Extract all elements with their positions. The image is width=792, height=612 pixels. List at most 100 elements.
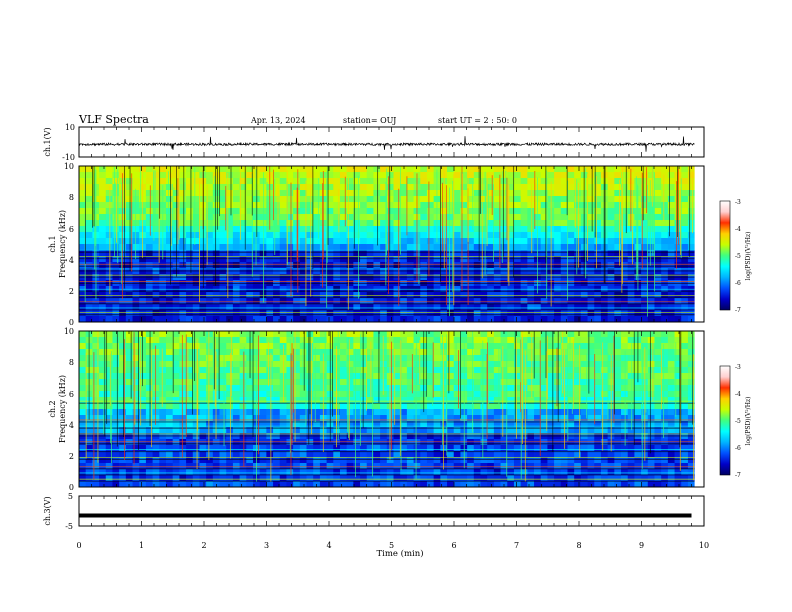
spectrogram-cell — [105, 367, 113, 374]
spectrogram-cell — [232, 415, 240, 422]
spectrogram-cell — [112, 421, 120, 428]
spectrogram-cell — [413, 331, 421, 338]
spectrogram-cell — [373, 451, 381, 458]
spectrogram-cell — [266, 463, 274, 470]
spectrogram-cell — [192, 256, 200, 263]
spectrogram-cell — [286, 256, 294, 263]
spectrogram-cell — [634, 316, 642, 323]
spectrogram-cell — [373, 250, 381, 257]
spectrogram-cell — [366, 208, 374, 215]
spectrogram-cell — [232, 385, 240, 392]
spectrogram-cell — [513, 196, 522, 203]
spectrogram-cell — [487, 409, 495, 416]
spectrogram-cell — [313, 409, 321, 416]
spectrogram-cell — [99, 244, 107, 251]
spectrogram-cell — [179, 379, 187, 386]
spectrogram-cell — [326, 232, 334, 239]
spectrogram-cell — [426, 457, 435, 464]
spectrogram-cell — [366, 367, 374, 374]
spectrogram-cell — [346, 220, 354, 227]
spectrogram-cell — [453, 196, 461, 203]
spectrogram-cell — [293, 355, 301, 362]
spectrogram-cell — [687, 226, 696, 233]
spectrogram-cell — [654, 256, 662, 263]
spectrogram-cell — [92, 475, 100, 482]
spectrogram-cell — [627, 421, 635, 428]
spectrogram-cell — [513, 250, 522, 257]
spectrogram-cell — [574, 367, 582, 374]
spectrogram-cell — [373, 226, 381, 233]
spectrogram-cell — [406, 349, 414, 356]
spectrogram-cell — [567, 178, 575, 185]
spectrogram-cell — [520, 385, 528, 392]
spectrogram-cell — [232, 367, 240, 374]
spectrogram-cell — [507, 451, 515, 458]
spectrogram-cell — [687, 310, 696, 317]
spectrogram-cell — [554, 172, 562, 179]
spectrogram-cell — [580, 385, 588, 392]
spectrogram-cell — [627, 463, 635, 470]
spectrogram-cell — [145, 331, 154, 338]
spectrogram-cell — [132, 427, 140, 434]
spectrogram-cell — [259, 445, 267, 452]
spectrogram-cell — [587, 439, 595, 446]
spectrogram-cell — [152, 361, 160, 368]
spectrogram-cell — [246, 463, 254, 470]
spectrogram-cell — [520, 226, 528, 233]
spectrogram-cell — [259, 220, 267, 227]
spectrogram-cell — [587, 403, 595, 410]
spectrogram-cell — [440, 475, 448, 482]
spectrogram-cell — [226, 337, 234, 344]
spectrogram-cell — [152, 451, 160, 458]
ch1-cbar-tick-m5: -5 — [735, 253, 741, 260]
spectrogram-cell — [373, 244, 381, 251]
spectrogram-cell — [132, 349, 140, 356]
spectrogram-cell — [306, 427, 314, 434]
spectrogram-cell — [192, 439, 200, 446]
spectrogram-cell — [587, 226, 595, 233]
spectrogram-cell — [85, 190, 93, 197]
spectrogram-cell — [473, 304, 481, 311]
spectrogram-cell — [313, 397, 321, 404]
spectrogram-cell — [145, 397, 154, 404]
spectrogram-cell — [366, 331, 374, 338]
spectrogram-cell — [574, 343, 582, 350]
spectrogram-cell — [614, 343, 622, 350]
spectrogram-cell — [172, 439, 180, 446]
spectrogram-cell — [132, 262, 140, 269]
spectrogram-cell — [487, 403, 495, 410]
spectrogram-cell — [507, 409, 515, 416]
spectrogram-cell — [647, 166, 655, 173]
spectrogram-cell — [79, 226, 87, 233]
spectrogram-cell — [507, 310, 515, 317]
spectrogram-cell — [319, 475, 327, 482]
spectrogram-cell — [139, 481, 147, 488]
spectrogram-cell — [500, 343, 508, 350]
spectrogram-cell — [366, 379, 374, 386]
spectrogram-cell — [500, 475, 508, 482]
spectrogram-cell — [667, 298, 675, 305]
spectrogram-cell — [661, 232, 669, 239]
spectrogram-cell — [681, 178, 689, 185]
spectrogram-cell — [400, 373, 408, 380]
spectrogram-cell — [239, 421, 247, 428]
spectrogram-cell — [574, 316, 582, 323]
spectrogram-cell — [513, 262, 522, 269]
spectrogram-cell — [560, 310, 568, 317]
spectrogram-cell — [199, 397, 207, 404]
spectrogram-cell — [145, 238, 154, 245]
spectrogram-cell — [85, 469, 93, 476]
spectrogram-cell — [152, 184, 160, 191]
spectrogram-cell — [400, 367, 408, 374]
spectrogram-cell — [165, 409, 174, 416]
spectrogram-no-data — [694, 166, 704, 322]
spectrogram-cell — [339, 445, 348, 452]
spectrogram-cell — [547, 385, 555, 392]
spectrogram-cell — [232, 475, 240, 482]
spectrogram-cell — [145, 316, 154, 323]
spectrogram-cell — [607, 262, 615, 269]
spectrogram-cell — [507, 262, 515, 269]
spectrogram-cell — [299, 361, 307, 368]
spectrogram-cell — [447, 469, 455, 476]
spectrogram-cell — [400, 250, 408, 257]
